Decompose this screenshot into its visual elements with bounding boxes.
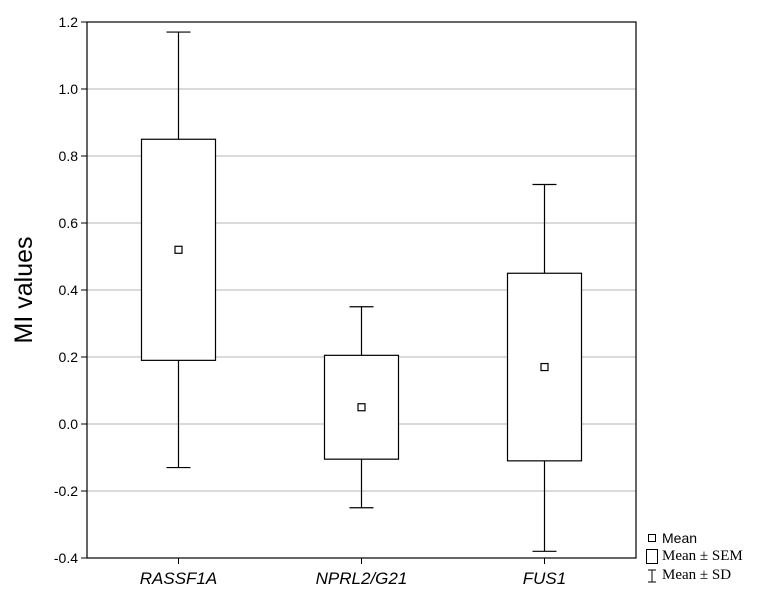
x-axis: RASSF1A NPRL2/G21 FUS1 (140, 558, 566, 588)
y-tick-label: 0.0 (59, 416, 79, 432)
legend-item-sd: Mean ± SD (645, 566, 743, 585)
mean-marker (540, 362, 549, 372)
mean-marker-icon (645, 533, 659, 542)
y-axis-title: MI values (10, 237, 38, 344)
y-axis: -0.4 -0.2 0.0 0.2 0.4 0.6 0.8 1.0 1.2 (54, 14, 87, 566)
sem-box-icon (645, 549, 659, 564)
legend-item-mean: Mean (645, 528, 743, 547)
y-tick-label: -0.4 (54, 550, 78, 566)
box-fus1 (506, 183, 583, 552)
legend-label-mean: Mean (662, 529, 698, 546)
y-tick-label: 0.6 (59, 215, 79, 231)
y-tick-label: 0.2 (59, 349, 79, 365)
y-tick-label: 0.8 (59, 148, 79, 164)
x-category-label: NPRL2/G21 (316, 569, 408, 588)
x-category-label: RASSF1A (140, 569, 217, 588)
sd-whisker-icon (645, 569, 659, 583)
legend: Mean Mean ± SEM Mean ± SD (645, 528, 743, 585)
y-tick-label: 0.4 (59, 282, 79, 298)
box-nprl2-g21 (323, 306, 400, 509)
y-tick-label: -0.2 (54, 483, 78, 499)
y-tick-label: 1.0 (59, 81, 79, 97)
legend-item-sem: Mean ± SEM (645, 547, 743, 566)
mean-marker (357, 403, 366, 412)
legend-label-sd: Mean ± SD (662, 567, 732, 583)
boxes (140, 31, 583, 552)
mean-marker (174, 245, 183, 254)
box-rassf1a (140, 31, 217, 469)
y-tick-label: 1.2 (59, 14, 79, 30)
legend-label-sem: Mean ± SEM (662, 548, 743, 564)
x-category-label: FUS1 (523, 569, 566, 588)
plot-area-frame (86, 21, 637, 559)
